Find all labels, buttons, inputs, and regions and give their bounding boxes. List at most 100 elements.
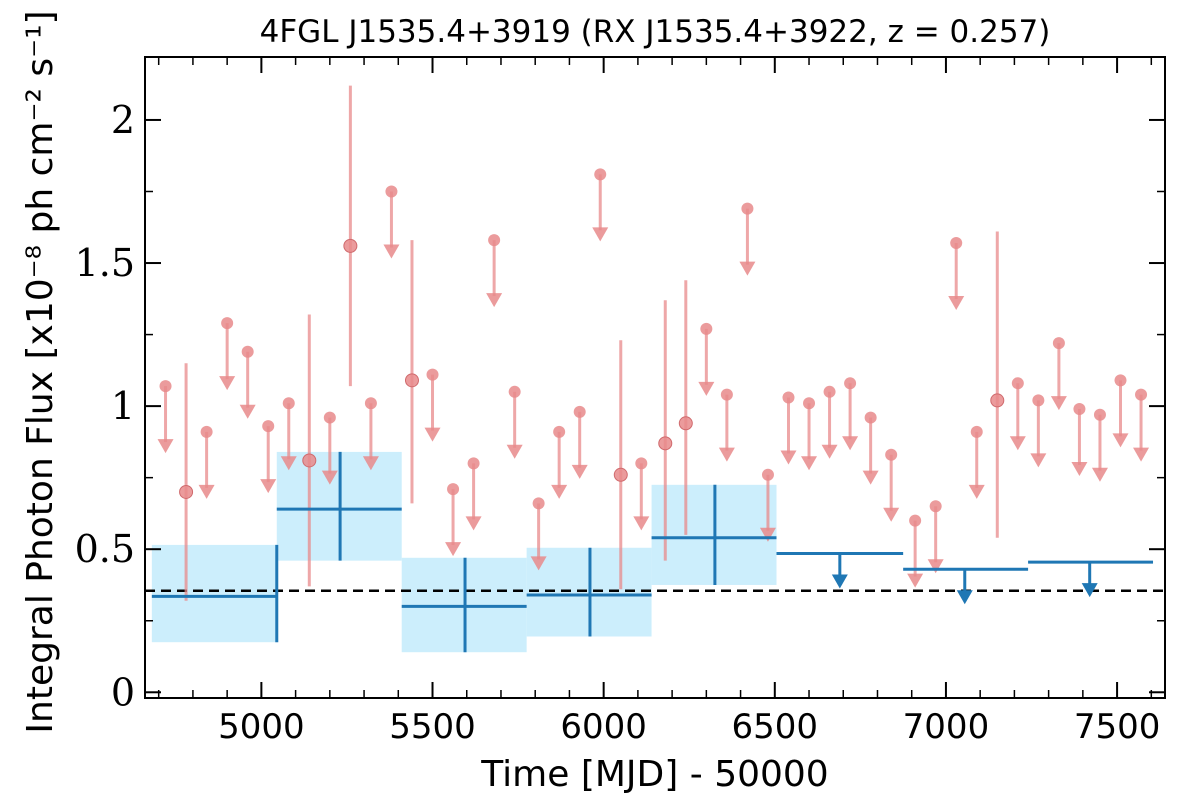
short-bin-ul-arrow-4: [260, 479, 277, 494]
x-tick-label-1: 5500: [389, 707, 476, 747]
short-bin-ul-point-22: [761, 468, 774, 481]
long-bin-detection-2: [401, 557, 527, 653]
short-bin-upper-limit-20: [718, 388, 735, 462]
short-bin-upper-limit-0: [157, 380, 174, 454]
short-bin-points: [157, 85, 1150, 601]
y-axis-label: Integral Photon Flux [x10⁻⁸ ph cm⁻² s⁻¹]: [20, 10, 61, 733]
short-bin-ul-point-16: [573, 405, 586, 418]
short-bin-upper-limit-25: [821, 385, 838, 459]
short-bin-upper-limit-28: [883, 448, 900, 522]
long-bin-detection-4: [651, 484, 777, 585]
short-bin-ul-arrow-24: [801, 456, 818, 471]
short-bin-ul-arrow-31: [948, 296, 965, 311]
short-bin-detection-6: [678, 280, 693, 535]
short-bin-ul-point-2: [221, 317, 234, 330]
short-bin-upper-limit-24: [801, 397, 818, 471]
short-bin-ul-arrow-14: [530, 556, 547, 571]
long-bin-detection-0: [151, 544, 279, 643]
long-bin-ul-arrow-1: [956, 590, 973, 605]
short-bin-upper-limit-9: [424, 368, 441, 442]
x-tick-label-4: 7000: [903, 707, 990, 747]
short-bin-upper-limit-19: [698, 322, 715, 396]
short-bin-upper-limit-15: [551, 425, 568, 499]
plot-background: [145, 57, 1165, 698]
short-bin-ul-arrow-32: [968, 484, 985, 499]
short-bin-upper-limit-12: [486, 234, 503, 308]
axes: [144, 56, 1166, 699]
short-bin-ul-point-19: [700, 322, 713, 335]
short-bin-upper-limit-34: [1030, 394, 1047, 468]
short-bin-ul-arrow-2: [219, 376, 236, 391]
long-bin-detection-3: [526, 547, 652, 637]
short-bin-ul-arrow-20: [718, 447, 735, 462]
short-bin-ul-arrow-15: [551, 484, 568, 499]
short-bin-point-0: [179, 484, 194, 499]
y-tick-label-3: 1.5: [75, 241, 135, 285]
long-bin-upper-limit-0: [776, 551, 904, 589]
x-tick-label-0: 5000: [218, 707, 305, 747]
long-bin-points: [151, 451, 1154, 653]
short-bin-upper-limit-18: [633, 457, 650, 531]
short-bin-upper-limit-10: [445, 483, 462, 557]
short-bin-ul-point-23: [782, 391, 795, 404]
short-bin-upper-limit-2: [219, 317, 236, 391]
short-bin-ul-arrow-26: [842, 436, 859, 451]
short-bin-point-7: [990, 393, 1005, 408]
short-bin-ul-point-13: [508, 385, 521, 398]
short-bin-ul-point-20: [720, 388, 733, 401]
short-bin-ul-point-34: [1032, 394, 1045, 407]
y-tick-label-1: 0.5: [75, 527, 135, 571]
short-bin-ul-arrow-12: [486, 293, 503, 308]
long-bin-upper-limit-2: [1028, 560, 1154, 598]
short-bin-upper-limit-1: [198, 425, 215, 499]
short-bin-ul-arrow-25: [821, 444, 838, 459]
short-bin-ul-point-5: [282, 397, 295, 410]
short-bin-ul-point-3: [241, 345, 254, 358]
short-bin-ul-point-6: [323, 411, 336, 424]
short-bin-detection-3: [404, 240, 419, 504]
short-bin-ul-point-9: [426, 368, 439, 381]
short-bin-upper-limit-11: [465, 457, 482, 531]
short-bin-upper-limit-36: [1071, 402, 1088, 476]
x-tick-label-5: 7500: [1074, 707, 1161, 747]
short-bin-ul-point-30: [929, 500, 942, 513]
short-bin-ul-point-38: [1114, 374, 1127, 387]
short-bin-detection-7: [990, 231, 1005, 538]
short-bin-ul-arrow-16: [571, 464, 588, 479]
short-bin-ul-arrow-22: [759, 527, 776, 542]
y-tick-label-2: 1: [111, 384, 135, 428]
short-bin-ul-arrow-3: [239, 404, 256, 419]
short-bin-point-4: [613, 467, 628, 482]
short-bin-ul-arrow-9: [424, 427, 441, 442]
short-bin-upper-limit-4: [260, 420, 277, 494]
short-bin-ul-arrow-38: [1112, 433, 1129, 448]
short-bin-ul-arrow-19: [698, 381, 715, 396]
short-bin-ul-point-11: [467, 457, 480, 470]
short-bin-upper-limit-14: [530, 497, 547, 571]
short-bin-point-1: [302, 453, 317, 468]
short-bin-ul-point-36: [1073, 402, 1086, 415]
short-bin-ul-arrow-37: [1091, 467, 1108, 482]
short-bin-upper-limit-8: [383, 185, 400, 259]
short-bin-upper-limit-7: [362, 397, 379, 471]
short-bin-ul-point-24: [803, 397, 816, 410]
short-bin-ul-arrow-18: [633, 516, 650, 531]
short-bin-ul-point-15: [553, 425, 566, 438]
short-bin-ul-arrow-27: [862, 470, 879, 485]
short-bin-upper-limit-26: [842, 377, 859, 451]
y-tick-label-4: 2: [111, 98, 135, 142]
short-bin-ul-arrow-36: [1071, 461, 1088, 476]
chart-title: 4FGL J1535.4+3919 (RX J1535.4+3922, z = …: [260, 14, 1051, 50]
short-bin-ul-arrow-39: [1133, 447, 1150, 462]
short-bin-ul-arrow-35: [1050, 396, 1067, 411]
short-bin-ul-point-37: [1093, 408, 1106, 421]
short-bin-ul-arrow-29: [907, 573, 924, 588]
y-tick-label-0: 0: [111, 670, 135, 714]
short-bin-ul-point-28: [885, 448, 898, 461]
short-bin-ul-point-35: [1052, 337, 1065, 350]
short-bin-ul-point-4: [262, 420, 275, 433]
short-bin-upper-limit-30: [927, 500, 944, 574]
short-bin-ul-point-7: [364, 397, 377, 410]
long-bin-ul-arrow-0: [831, 574, 848, 589]
